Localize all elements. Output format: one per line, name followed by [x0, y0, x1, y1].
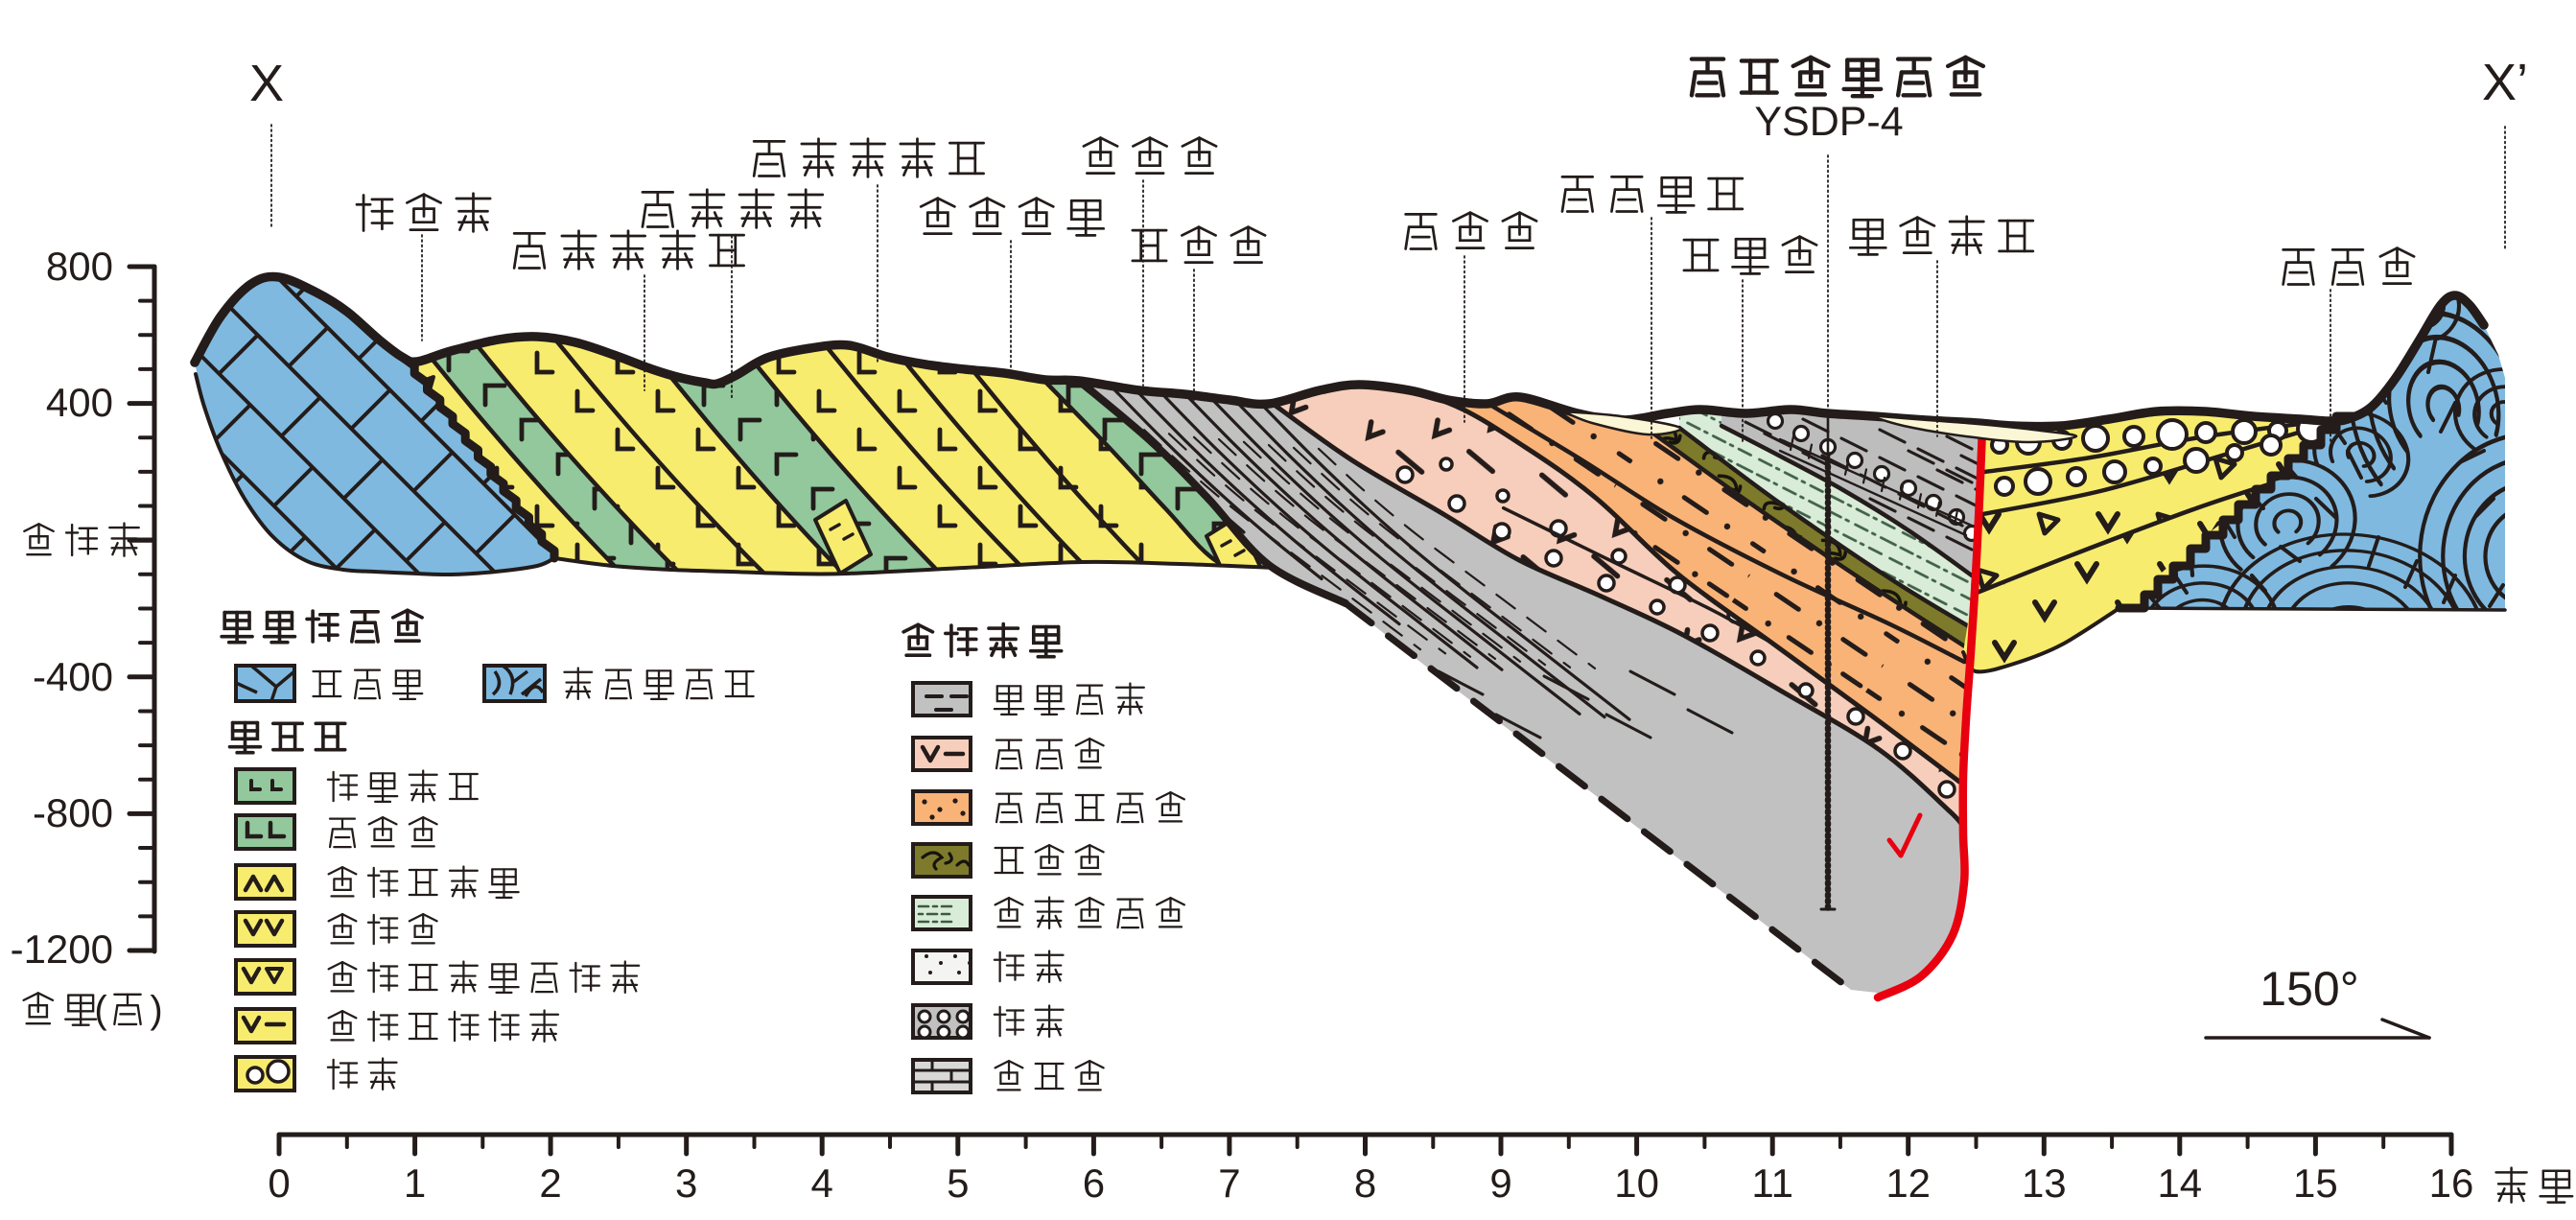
svg-text:1: 1 [404, 1161, 426, 1206]
svg-text:6: 6 [1083, 1161, 1105, 1206]
svg-text:5: 5 [947, 1161, 969, 1206]
svg-text:0: 0 [268, 1161, 290, 1206]
svg-text:15: 15 [2293, 1161, 2338, 1206]
svg-text:-800: -800 [33, 790, 113, 835]
svg-text:-400: -400 [33, 654, 113, 699]
svg-text:13: 13 [2022, 1161, 2067, 1206]
svg-text:3: 3 [675, 1161, 697, 1206]
svg-text:7: 7 [1218, 1161, 1240, 1206]
svg-text:X’: X’ [2482, 54, 2528, 111]
svg-text:10: 10 [1614, 1161, 1659, 1206]
svg-text:12: 12 [1885, 1161, 1931, 1206]
svg-text:800: 800 [46, 244, 113, 289]
svg-text:4: 4 [811, 1161, 833, 1206]
svg-text:14: 14 [2157, 1161, 2202, 1206]
svg-text:150°: 150° [2260, 962, 2358, 1016]
svg-text:-1200: -1200 [11, 927, 113, 972]
svg-text:(: ( [94, 989, 107, 1031]
svg-text:): ) [150, 989, 162, 1031]
svg-text:400: 400 [46, 380, 113, 425]
svg-text:8: 8 [1354, 1161, 1376, 1206]
svg-text:16: 16 [2429, 1161, 2474, 1206]
svg-text:2: 2 [539, 1161, 561, 1206]
svg-text:X: X [249, 55, 284, 112]
svg-text:9: 9 [1489, 1161, 1511, 1206]
svg-text:YSDP-4: YSDP-4 [1754, 99, 1903, 145]
svg-text:11: 11 [1751, 1161, 1793, 1206]
